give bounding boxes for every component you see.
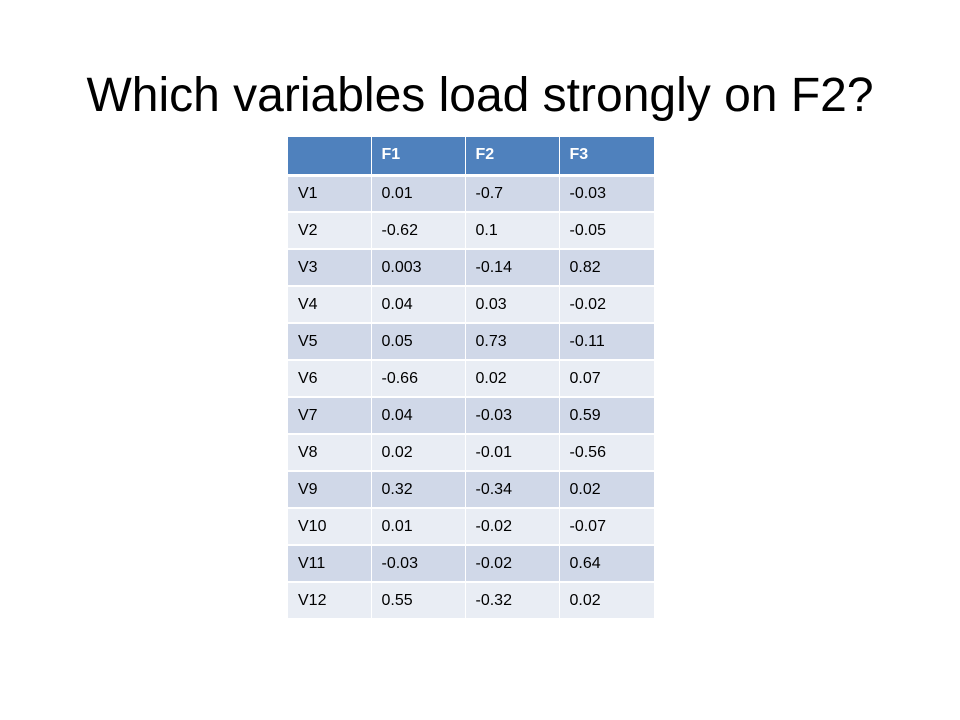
f1-cell: -0.62 [370, 212, 465, 250]
variable-cell: V12 [288, 582, 371, 620]
f2-cell: -0.02 [464, 508, 559, 546]
f2-cell: -0.34 [464, 471, 559, 509]
table-row: V8 0.02 -0.01 -0.56 [288, 434, 654, 472]
f3-cell: -0.02 [558, 286, 654, 324]
variable-cell: V9 [288, 471, 371, 509]
f3-cell: 0.02 [558, 582, 654, 620]
f3-cell: -0.11 [558, 323, 654, 361]
f1-cell: 0.003 [370, 249, 465, 287]
header-cell-f3: F3 [558, 137, 654, 177]
f2-cell: 0.02 [464, 360, 559, 398]
f3-cell: -0.05 [558, 212, 654, 250]
f1-cell: 0.04 [370, 286, 465, 324]
table-row: V1 0.01 -0.7 -0.03 [288, 175, 654, 213]
table-body: V1 0.01 -0.7 -0.03 V2 -0.62 0.1 -0.05 V3… [288, 175, 654, 620]
variable-cell: V8 [288, 434, 371, 472]
f3-cell: -0.07 [558, 508, 654, 546]
slide-title: Which variables load strongly on F2? [86, 69, 874, 122]
f1-cell: 0.04 [370, 397, 465, 435]
f3-cell: 0.59 [558, 397, 654, 435]
table-row: V12 0.55 -0.32 0.02 [288, 582, 654, 620]
variable-cell: V1 [288, 175, 371, 213]
f3-cell: -0.03 [558, 175, 654, 213]
f3-cell: 0.02 [558, 471, 654, 509]
f2-cell: 0.03 [464, 286, 559, 324]
variable-cell: V5 [288, 323, 371, 361]
f3-cell: 0.07 [558, 360, 654, 398]
f1-cell: -0.66 [370, 360, 465, 398]
variable-cell: V6 [288, 360, 371, 398]
table-row: V7 0.04 -0.03 0.59 [288, 397, 654, 435]
table-row: V10 0.01 -0.02 -0.07 [288, 508, 654, 546]
f2-cell: -0.14 [464, 249, 559, 287]
f3-cell: 0.82 [558, 249, 654, 287]
factor-loadings-table: F1 F2 F3 V1 0.01 -0.7 -0.03 V2 -0.62 0.1… [288, 137, 654, 620]
header-cell-f2: F2 [464, 137, 559, 177]
table-row: V6 -0.66 0.02 0.07 [288, 360, 654, 398]
variable-cell: V3 [288, 249, 371, 287]
f1-cell: 0.32 [370, 471, 465, 509]
f2-cell: 0.1 [464, 212, 559, 250]
variable-cell: V2 [288, 212, 371, 250]
f2-cell: -0.32 [464, 582, 559, 620]
f1-cell: 0.05 [370, 323, 465, 361]
variable-cell: V4 [288, 286, 371, 324]
f2-cell: -0.7 [464, 175, 559, 213]
table-row: V5 0.05 0.73 -0.11 [288, 323, 654, 361]
table-header: F1 F2 F3 [288, 137, 654, 177]
f3-cell: -0.56 [558, 434, 654, 472]
variable-cell: V10 [288, 508, 371, 546]
table-row: V11 -0.03 -0.02 0.64 [288, 545, 654, 583]
variable-cell: V11 [288, 545, 371, 583]
f2-cell: -0.02 [464, 545, 559, 583]
loadings-table-container: F1 F2 F3 V1 0.01 -0.7 -0.03 V2 -0.62 0.1… [288, 137, 654, 620]
header-cell-variable [288, 137, 371, 177]
f1-cell: 0.55 [370, 582, 465, 620]
f3-cell: 0.64 [558, 545, 654, 583]
f2-cell: 0.73 [464, 323, 559, 361]
table-row: V9 0.32 -0.34 0.02 [288, 471, 654, 509]
table-row: V3 0.003 -0.14 0.82 [288, 249, 654, 287]
table-row: V2 -0.62 0.1 -0.05 [288, 212, 654, 250]
f2-cell: -0.03 [464, 397, 559, 435]
f1-cell: -0.03 [370, 545, 465, 583]
table-row: V4 0.04 0.03 -0.02 [288, 286, 654, 324]
header-row: F1 F2 F3 [288, 137, 654, 177]
f1-cell: 0.01 [370, 508, 465, 546]
f2-cell: -0.01 [464, 434, 559, 472]
header-cell-f1: F1 [370, 137, 465, 177]
f1-cell: 0.01 [370, 175, 465, 213]
f1-cell: 0.02 [370, 434, 465, 472]
variable-cell: V7 [288, 397, 371, 435]
